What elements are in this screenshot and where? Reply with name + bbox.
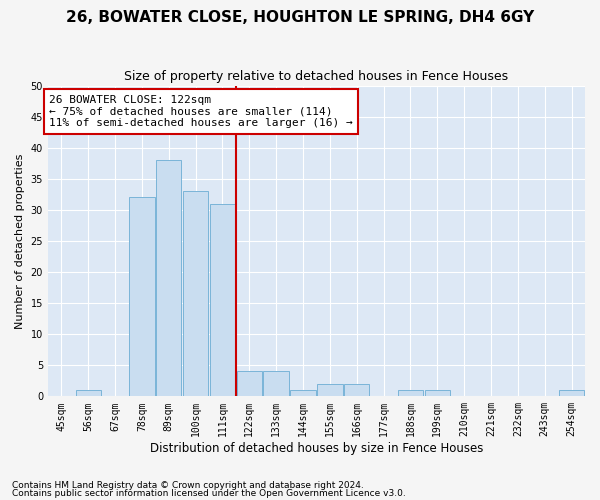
Text: Contains public sector information licensed under the Open Government Licence v3: Contains public sector information licen… bbox=[12, 488, 406, 498]
Text: 26, BOWATER CLOSE, HOUGHTON LE SPRING, DH4 6GY: 26, BOWATER CLOSE, HOUGHTON LE SPRING, D… bbox=[66, 10, 534, 25]
Bar bbox=[344, 384, 370, 396]
Bar bbox=[210, 204, 235, 396]
Bar bbox=[156, 160, 181, 396]
Bar bbox=[398, 390, 423, 396]
Text: Contains HM Land Registry data © Crown copyright and database right 2024.: Contains HM Land Registry data © Crown c… bbox=[12, 481, 364, 490]
Bar bbox=[183, 191, 208, 396]
Y-axis label: Number of detached properties: Number of detached properties bbox=[15, 154, 25, 328]
Bar bbox=[317, 384, 343, 396]
Bar bbox=[76, 390, 101, 396]
Bar bbox=[425, 390, 450, 396]
Bar bbox=[559, 390, 584, 396]
Bar bbox=[236, 372, 262, 396]
X-axis label: Distribution of detached houses by size in Fence Houses: Distribution of detached houses by size … bbox=[150, 442, 483, 455]
Text: 26 BOWATER CLOSE: 122sqm
← 75% of detached houses are smaller (114)
11% of semi-: 26 BOWATER CLOSE: 122sqm ← 75% of detach… bbox=[49, 95, 353, 128]
Bar bbox=[290, 390, 316, 396]
Bar bbox=[129, 198, 155, 396]
Title: Size of property relative to detached houses in Fence Houses: Size of property relative to detached ho… bbox=[124, 70, 509, 83]
Bar bbox=[263, 372, 289, 396]
